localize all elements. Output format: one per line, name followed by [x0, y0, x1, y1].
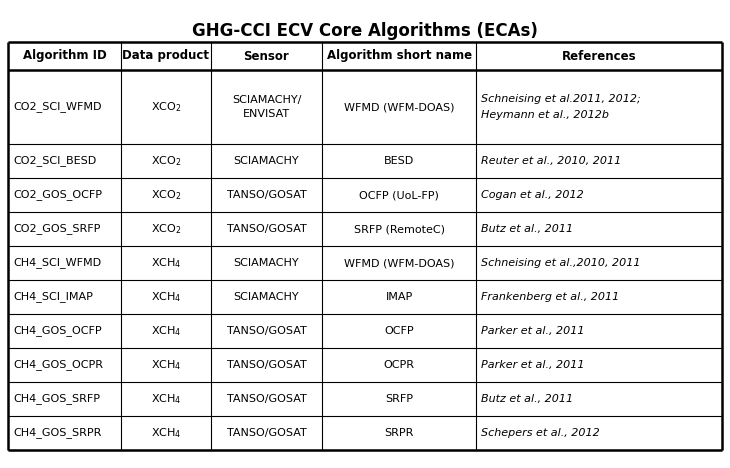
Text: WFMD (WFM-DOAS): WFMD (WFM-DOAS) — [344, 258, 455, 268]
Text: Butz et al., 2011: Butz et al., 2011 — [481, 394, 574, 404]
Text: SRFP: SRFP — [385, 394, 413, 404]
Text: TANSO/GOSAT: TANSO/GOSAT — [226, 428, 307, 438]
Text: XCH$_4$: XCH$_4$ — [150, 392, 181, 406]
Text: CO2_GOS_OCFP: CO2_GOS_OCFP — [13, 190, 102, 200]
Text: XCH$_4$: XCH$_4$ — [150, 256, 181, 270]
Text: WFMD (WFM-DOAS): WFMD (WFM-DOAS) — [344, 102, 455, 112]
Text: XCH$_4$: XCH$_4$ — [150, 290, 181, 304]
Text: XCO$_2$: XCO$_2$ — [150, 154, 181, 168]
Text: Parker et al., 2011: Parker et al., 2011 — [481, 360, 585, 370]
Text: XCO$_2$: XCO$_2$ — [150, 188, 181, 202]
Text: CH4_GOS_SRPR: CH4_GOS_SRPR — [13, 428, 101, 439]
Text: CO2_GOS_SRFP: CO2_GOS_SRFP — [13, 224, 101, 234]
Text: IMAP: IMAP — [385, 292, 413, 302]
Text: BESD: BESD — [384, 156, 415, 166]
Text: CH4_GOS_OCFP: CH4_GOS_OCFP — [13, 326, 101, 336]
Text: Schneising et al.2011, 2012;: Schneising et al.2011, 2012; — [481, 94, 641, 103]
Text: CO2_SCI_BESD: CO2_SCI_BESD — [13, 155, 96, 167]
Text: SRPR: SRPR — [385, 428, 414, 438]
Text: XCH$_4$: XCH$_4$ — [150, 324, 181, 338]
Text: TANSO/GOSAT: TANSO/GOSAT — [226, 326, 307, 336]
Text: Parker et al., 2011: Parker et al., 2011 — [481, 326, 585, 336]
Text: OCFP (UoL-FP): OCFP (UoL-FP) — [359, 190, 439, 200]
Text: References: References — [562, 50, 637, 63]
Text: OCPR: OCPR — [384, 360, 415, 370]
Text: CH4_GOS_OCPR: CH4_GOS_OCPR — [13, 359, 103, 371]
Text: Reuter et al., 2010, 2011: Reuter et al., 2010, 2011 — [481, 156, 622, 166]
Text: TANSO/GOSAT: TANSO/GOSAT — [226, 224, 307, 234]
Text: Frankenberg et al., 2011: Frankenberg et al., 2011 — [481, 292, 620, 302]
Text: CH4_SCI_WFMD: CH4_SCI_WFMD — [13, 257, 101, 269]
Text: OCFP: OCFP — [385, 326, 414, 336]
Text: CH4_GOS_SRFP: CH4_GOS_SRFP — [13, 394, 100, 404]
Text: Sensor: Sensor — [244, 50, 289, 63]
Text: Cogan et al., 2012: Cogan et al., 2012 — [481, 190, 584, 200]
Text: SRFP (RemoteC): SRFP (RemoteC) — [354, 224, 445, 234]
Text: SCIAMACHY: SCIAMACHY — [234, 292, 299, 302]
Text: XCH$_4$: XCH$_4$ — [150, 358, 181, 372]
Text: Butz et al., 2011: Butz et al., 2011 — [481, 224, 574, 234]
Text: Schepers et al., 2012: Schepers et al., 2012 — [481, 428, 600, 438]
Text: SCIAMACHY/: SCIAMACHY/ — [232, 95, 301, 105]
Text: XCH$_4$: XCH$_4$ — [150, 426, 181, 440]
Text: GHG-CCI ECV Core Algorithms (ECAs): GHG-CCI ECV Core Algorithms (ECAs) — [192, 22, 538, 40]
Text: Heymann et al., 2012b: Heymann et al., 2012b — [481, 110, 610, 120]
Text: TANSO/GOSAT: TANSO/GOSAT — [226, 360, 307, 370]
Text: CO2_SCI_WFMD: CO2_SCI_WFMD — [13, 102, 101, 112]
Text: XCO$_2$: XCO$_2$ — [150, 100, 181, 114]
Text: ENVISAT: ENVISAT — [243, 109, 290, 119]
Text: CH4_SCI_IMAP: CH4_SCI_IMAP — [13, 292, 93, 302]
Text: TANSO/GOSAT: TANSO/GOSAT — [226, 394, 307, 404]
Text: SCIAMACHY: SCIAMACHY — [234, 258, 299, 268]
Text: Algorithm short name: Algorithm short name — [327, 50, 472, 63]
Text: SCIAMACHY: SCIAMACHY — [234, 156, 299, 166]
Text: Schneising et al.,2010, 2011: Schneising et al.,2010, 2011 — [481, 258, 641, 268]
Text: TANSO/GOSAT: TANSO/GOSAT — [226, 190, 307, 200]
Text: Algorithm ID: Algorithm ID — [23, 50, 107, 63]
Text: XCO$_2$: XCO$_2$ — [150, 222, 181, 236]
Text: Data product: Data product — [123, 50, 210, 63]
